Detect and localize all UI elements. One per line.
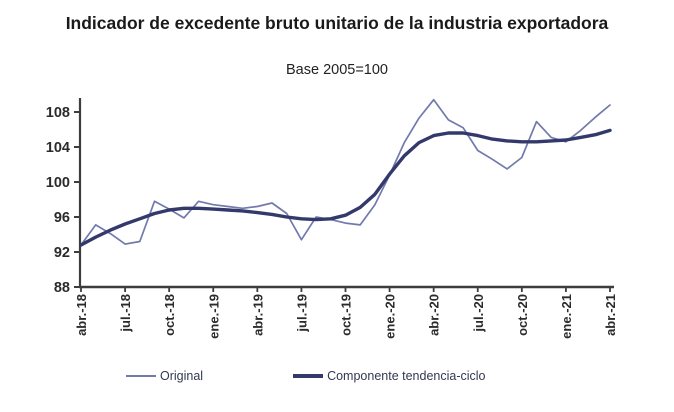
y-tick-label: 108 bbox=[46, 105, 70, 121]
legend-line-swatch bbox=[126, 375, 156, 377]
chart-legend: Original Componente tendencia-ciclo bbox=[126, 369, 486, 383]
x-tick-label: oct.-18 bbox=[162, 294, 177, 336]
legend-label: Componente tendencia-ciclo bbox=[327, 369, 486, 383]
y-tick-label: 88 bbox=[54, 280, 70, 296]
x-tick-label: oct.-19 bbox=[339, 294, 354, 336]
x-tick-label: abr.-19 bbox=[250, 294, 265, 336]
series-line-original bbox=[80, 98, 611, 246]
series-line-tendencia-ciclo bbox=[79, 128, 612, 247]
chart-title: Indicador de excedente bruto unitario de… bbox=[65, 13, 609, 33]
y-tick-label: 100 bbox=[46, 175, 70, 191]
legend-item-original: Original bbox=[126, 369, 203, 383]
x-tick-label: jul.-18 bbox=[118, 294, 133, 333]
x-tick-label: jul.-19 bbox=[294, 294, 309, 333]
legend-label: Original bbox=[160, 369, 204, 383]
x-tick-label: jul.-20 bbox=[471, 294, 486, 333]
x-tick-label: ene.-19 bbox=[206, 294, 221, 339]
legend-item-tendencia-ciclo: Componente tendencia-ciclo bbox=[293, 369, 486, 383]
legend-line-swatch bbox=[293, 374, 324, 378]
x-tick-label: ene.-20 bbox=[383, 294, 398, 339]
x-tick-label: abr.-20 bbox=[427, 294, 442, 336]
chart-subtitle: Base 2005=100 bbox=[286, 62, 388, 78]
y-tick-label: 96 bbox=[54, 210, 70, 226]
y-tick-label: 92 bbox=[54, 245, 70, 261]
x-tick-label: abr.-21 bbox=[603, 294, 618, 336]
x-tick-label: abr.-18 bbox=[74, 294, 89, 336]
x-tick-label: oct.-20 bbox=[515, 294, 530, 336]
x-tick-label: ene.-21 bbox=[559, 294, 574, 339]
y-tick-label: 104 bbox=[46, 140, 70, 156]
